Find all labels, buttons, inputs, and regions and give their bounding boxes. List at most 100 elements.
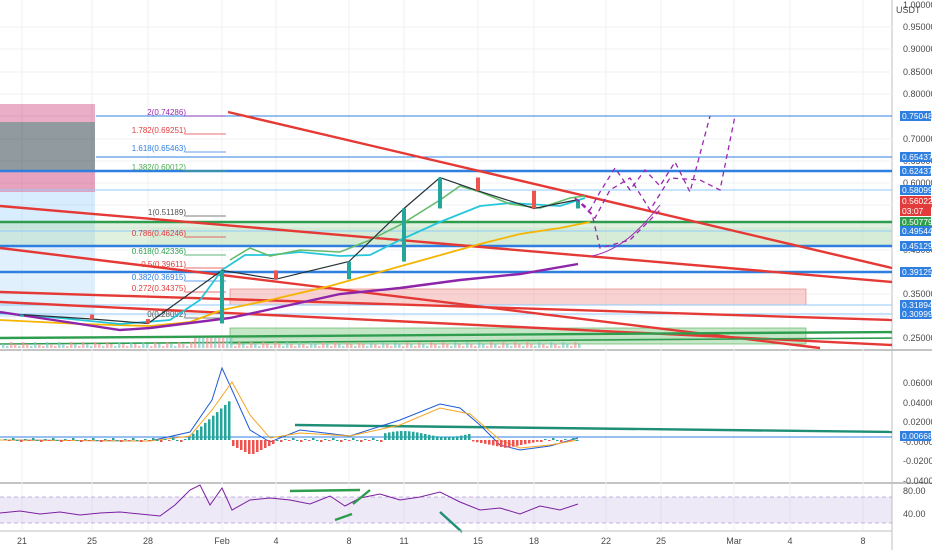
volume-bar <box>574 342 577 348</box>
volume-bar <box>510 346 513 348</box>
date-label: 8 <box>860 536 865 546</box>
macd-histogram-bar <box>424 434 427 440</box>
volume-bar <box>250 342 253 348</box>
fib-level-label: 0.272(0.34375) <box>132 284 187 293</box>
volume-bar <box>558 346 561 348</box>
price-tag <box>900 300 931 310</box>
volume-bar <box>458 344 461 348</box>
currency-label: USDT <box>896 5 921 15</box>
projection-curve <box>591 204 661 257</box>
macd-histogram-bar <box>276 440 279 441</box>
macd-histogram-bar <box>172 438 175 440</box>
macd-histogram-bar <box>396 431 399 440</box>
candle <box>402 208 406 262</box>
macd-histogram-bar <box>556 440 559 441</box>
price-tag-label: 0.39125 <box>902 267 932 277</box>
volume-bar <box>106 342 109 348</box>
volume-bar <box>498 346 501 348</box>
volume-bar <box>134 344 137 348</box>
volume-bar <box>354 346 357 348</box>
macd-histogram-bar <box>252 440 255 454</box>
macd-histogram-bar <box>200 426 203 440</box>
volume-bar <box>46 342 49 348</box>
macd-histogram-bar <box>428 434 431 440</box>
macd-histogram-bar <box>56 440 59 441</box>
volume-bar <box>570 346 573 348</box>
price-tag <box>900 196 931 206</box>
date-label: 25 <box>656 536 666 546</box>
price-tag-label: 0.56022 <box>902 196 932 206</box>
macd-histogram-bar <box>220 408 223 440</box>
volume-bar <box>210 338 213 348</box>
volume-bar <box>286 342 289 348</box>
volume-bar <box>554 344 557 348</box>
macd-histogram-bar <box>296 440 299 441</box>
macd-histogram-bar <box>20 440 23 442</box>
macd-histogram-bar <box>288 440 291 441</box>
macd-histogram-bar <box>444 436 447 440</box>
macd-histogram-bar <box>116 440 119 441</box>
macd-histogram-bar <box>568 440 571 441</box>
macd-histogram-bar <box>436 436 439 440</box>
macd-histogram-bar <box>540 440 543 442</box>
candle <box>220 270 224 324</box>
moving-averages <box>0 185 591 332</box>
macd-histogram-bar <box>364 439 367 440</box>
macd-histogram-bar <box>520 440 523 445</box>
fib-level-label: 1(0.51189) <box>148 208 186 217</box>
macd-histogram-bar <box>164 439 167 440</box>
macd-histogram-bar <box>456 436 459 440</box>
price-tag <box>900 185 931 195</box>
volume-bar <box>270 346 273 348</box>
volume-bar <box>362 344 365 348</box>
candle <box>532 190 536 209</box>
volume-bar <box>514 342 517 348</box>
volume-bar <box>138 346 141 348</box>
macd-histogram-bar <box>312 438 315 440</box>
macd-histogram-bar <box>524 440 527 445</box>
price-tag <box>900 111 931 121</box>
macd-histogram-bar <box>132 438 135 440</box>
volume-bar <box>42 346 45 348</box>
price-tag <box>900 309 931 319</box>
volume-bar <box>274 342 277 348</box>
volume-bar <box>290 344 293 348</box>
macd-histogram-bar <box>36 440 39 441</box>
price-tag <box>900 241 931 251</box>
price-tag-label: 0.65437 <box>902 152 932 162</box>
volume-bar <box>418 342 421 348</box>
macd-histogram-bar <box>144 439 147 440</box>
macd-histogram-bar <box>504 440 507 448</box>
macd-histogram-bar <box>564 439 567 440</box>
macd-histogram-bar <box>484 440 487 444</box>
price-tag-label: 0.30999 <box>902 309 932 319</box>
macd-histogram-bar <box>280 440 283 442</box>
volume-bars <box>2 338 581 348</box>
macd-histogram-bar <box>380 440 383 442</box>
macd-histogram-bar <box>272 440 275 444</box>
macd-histogram-bar <box>308 440 311 441</box>
macd-histogram-bar <box>292 438 295 440</box>
macd-histogram-bar <box>224 404 227 440</box>
macd-tick-label: 0.02000 <box>903 417 932 427</box>
macd-histogram-bar <box>536 440 539 442</box>
macd-histogram-bar <box>152 438 155 440</box>
volume-bar <box>74 344 77 348</box>
volume-bar <box>90 346 93 348</box>
rsi-indicator <box>0 484 892 533</box>
macd-histogram-bar <box>148 440 151 441</box>
macd-histogram-bar <box>316 440 319 441</box>
macd-histogram-bar <box>32 438 35 440</box>
volume-bar <box>310 342 313 348</box>
fibonacci-retracement: 2(0.74286) 1.782(0.69251) 1.618(0.65463) 1.… <box>132 108 226 319</box>
macd-histogram-bar <box>408 431 411 440</box>
macd-tick-label: -0.02000 <box>903 456 932 466</box>
volume-bar <box>534 346 537 348</box>
macd-histogram-bar <box>488 440 491 445</box>
volume-bar <box>338 344 341 348</box>
